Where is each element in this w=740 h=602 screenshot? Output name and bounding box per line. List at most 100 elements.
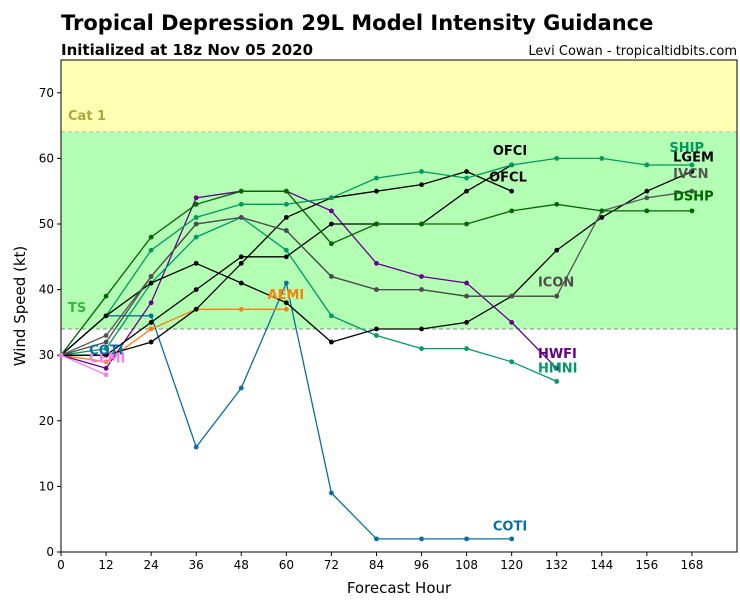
series-point-ship	[554, 156, 560, 161]
series-point-hmni	[464, 346, 469, 352]
series-point-lgem	[283, 300, 289, 306]
series-point-hwfi	[419, 274, 424, 279]
series-point-icon	[464, 293, 469, 299]
series-point-lgem	[329, 339, 334, 345]
series-point-dshp	[238, 188, 244, 194]
series-point-icon	[419, 287, 424, 292]
x-tick-label: 168	[680, 558, 703, 572]
band-ts	[61, 132, 737, 329]
series-label-icon: ICON	[538, 275, 574, 290]
series-point-icon	[329, 274, 334, 279]
x-tick-label: 24	[143, 558, 158, 572]
series-point-icon	[554, 293, 560, 299]
series-point-lgem	[374, 326, 379, 332]
series-point-ship	[689, 162, 695, 168]
y-tick-label: 40	[39, 283, 54, 297]
series-point-coti	[509, 536, 515, 542]
series-point-coti	[238, 385, 244, 391]
series-point-hwfi	[329, 208, 334, 214]
series-point-ofcl	[238, 260, 244, 266]
series-point-hwfi	[103, 365, 109, 371]
series-point-coti	[419, 536, 424, 542]
x-tick-label: 108	[455, 558, 478, 572]
y-tick-label: 50	[39, 217, 54, 231]
series-point-hmni	[329, 313, 334, 319]
chart-credit: Levi Cowan - tropicaltidbits.com	[528, 44, 737, 59]
series-point-ivcn	[644, 195, 650, 201]
series-label-cemi: CEMI	[89, 351, 125, 366]
series-point-coti	[148, 313, 154, 319]
series-point-dshp	[644, 208, 650, 214]
series-line-aemi	[60, 308, 287, 363]
series-point-lgem	[238, 280, 244, 286]
series-point-cemi	[58, 352, 64, 358]
series-point-aemi	[238, 306, 244, 312]
series-line-icon	[60, 216, 557, 356]
series-line-hmni	[60, 216, 557, 382]
series-label-hmni: HMNI	[538, 361, 578, 376]
series-point-hmni	[509, 359, 515, 365]
series-point-hwfi	[193, 195, 199, 201]
series-point-hwfi	[374, 260, 379, 266]
x-axis-label: Forecast Hour	[347, 579, 452, 597]
series-label-ofcl: OFCL	[489, 170, 527, 185]
series-point-ivcn	[689, 188, 695, 194]
series-point-ofcl	[283, 215, 289, 220]
series-point-icon	[509, 293, 515, 299]
series-point-hmni	[103, 346, 109, 352]
series-point-lgem	[644, 188, 650, 194]
plot-frame	[60, 59, 738, 553]
series-point-ofcl	[509, 188, 515, 194]
series-point-aemi	[103, 359, 109, 365]
series-point-hwfi	[509, 320, 515, 325]
series-point-ivcn	[103, 333, 109, 338]
series-point-icon	[238, 215, 244, 220]
x-tick-label: 72	[324, 558, 339, 572]
series-point-hwfi	[148, 300, 154, 306]
plot-area: Cat 1 TS 0 12 24 36 48 60 72 84 96 108 120 132 144 156 1…	[39, 59, 738, 572]
y-tick-label: 70	[39, 86, 54, 100]
series-point-dshp	[599, 208, 605, 214]
series-point-ofcl	[374, 188, 379, 194]
series-point-lgem	[464, 320, 469, 325]
series-point-lgem	[419, 326, 424, 332]
series-point-dshp	[148, 234, 154, 240]
series-point-icon	[193, 221, 199, 227]
chart-subtitle: Initialized at 18z Nov 05 2020	[61, 41, 313, 59]
series-point-ofcl	[103, 352, 109, 358]
x-tick-label: 144	[590, 558, 613, 572]
series-line-cemi	[60, 354, 107, 376]
x-tick-label: 96	[414, 558, 429, 572]
series-point-hmni	[283, 247, 289, 253]
x-tick-label: 48	[234, 558, 249, 572]
y-tick-label: 0	[46, 545, 54, 559]
series-point-dshp	[509, 208, 515, 214]
series-point-ship	[283, 201, 289, 207]
series-point-hmni	[554, 379, 560, 384]
series-label-dshp: DSHP	[673, 189, 714, 204]
series-point-icon	[283, 228, 289, 233]
series-point-ship	[374, 175, 379, 181]
series-point-dshp	[283, 188, 289, 194]
series-point-lgem	[193, 260, 199, 266]
series-point-icon	[103, 339, 109, 345]
series-point-ship	[464, 175, 469, 181]
series-point-ofcl	[419, 182, 424, 188]
series-point-ofci	[283, 254, 289, 260]
series-point-dshp	[329, 241, 334, 247]
series-point-ship	[193, 215, 199, 220]
series-point-coti	[329, 490, 334, 496]
series-point-dshp	[193, 201, 199, 207]
series-point-hmni	[374, 333, 379, 338]
y-axis-label: Wind Speed (kt)	[11, 246, 29, 367]
series-point-ship	[238, 201, 244, 207]
series-label-aemi: AEMI	[268, 288, 305, 303]
y-tick-label: 10	[39, 479, 54, 493]
x-tick-label: 0	[57, 558, 65, 572]
series-label-ofci: OFCI	[493, 144, 527, 159]
chart-title: Tropical Depression 29L Model Intensity …	[61, 11, 653, 35]
series-point-lgem	[554, 247, 560, 253]
series-point-ofci	[329, 221, 334, 227]
